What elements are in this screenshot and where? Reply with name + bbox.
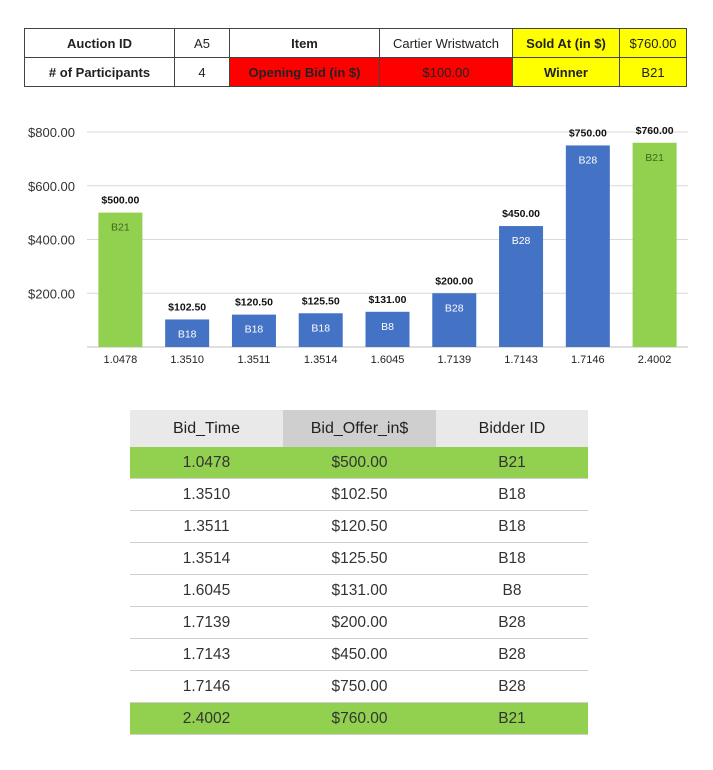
cell-bidder-id: B21: [436, 702, 588, 735]
bar-bidder-label: B21: [645, 152, 664, 164]
cell-bidder-id: B8: [436, 574, 588, 607]
bar: [499, 226, 544, 347]
cell-bidder-id: B28: [436, 638, 588, 671]
auction-id-label: Auction ID: [24, 28, 175, 58]
y-tick-label: $400.00: [28, 233, 75, 248]
cell-bid-time: 1.3511: [130, 510, 283, 543]
item-label: Item: [229, 28, 380, 58]
opening-bid-label: Opening Bid (in $): [229, 57, 380, 87]
x-tick-label: 1.3514: [304, 354, 338, 366]
cell-bidder-id: B18: [436, 542, 588, 575]
bar-bidder-label: B18: [245, 324, 264, 336]
participants-label: # of Participants: [24, 57, 175, 87]
bid-table: Bid_Time Bid_Offer_in$ Bidder ID 1.0478 $…: [130, 410, 588, 735]
bar-value-label: $450.00: [502, 208, 540, 220]
y-tick-label: $600.00: [28, 179, 75, 194]
sold-at-value: $760.00: [619, 28, 687, 58]
bar-bidder-label: B8: [381, 321, 394, 333]
summary-row-1: Auction ID A5 Item Cartier Wristwatch So…: [24, 28, 687, 58]
bar: [165, 319, 210, 347]
bar-value-label: $750.00: [569, 127, 607, 139]
table-row: 1.7143 $450.00 B28: [130, 638, 588, 671]
table-row: 1.0478 $500.00 B21: [130, 447, 588, 479]
bar: [432, 293, 477, 347]
summary-row-2: # of Participants 4 Opening Bid (in $) $…: [24, 57, 687, 87]
bar: [298, 313, 343, 347]
cell-bidder-id: B28: [436, 606, 588, 639]
y-tick-label: $800.00: [28, 125, 75, 140]
table-row: 1.6045 $131.00 B8: [130, 574, 588, 607]
participants-value: 4: [174, 57, 230, 87]
bar-bidder-label: B28: [445, 302, 464, 314]
x-tick-label: 2.4002: [638, 354, 672, 366]
header-bid-time: Bid_Time: [130, 410, 283, 447]
bar-bidder-label: B28: [512, 235, 531, 247]
bar-value-label: $500.00: [101, 195, 139, 207]
bar: [632, 142, 677, 347]
x-tick-label: 1.0478: [104, 354, 138, 366]
cell-bid-offer: $760.00: [283, 702, 436, 735]
x-tick-label: 1.3510: [170, 354, 204, 366]
auction-summary-table: Auction ID A5 Item Cartier Wristwatch So…: [24, 28, 687, 87]
bar-value-label: $102.50: [168, 301, 206, 313]
x-tick-label: 1.7146: [571, 354, 605, 366]
cell-bid-offer: $131.00: [283, 574, 436, 607]
cell-bid-time: 1.7139: [130, 606, 283, 639]
bar-bidder-label: B18: [311, 322, 330, 334]
cell-bid-offer: $500.00: [283, 447, 436, 479]
cell-bidder-id: B18: [436, 510, 588, 543]
bar-value-label: $120.50: [235, 297, 273, 309]
cell-bid-offer: $750.00: [283, 670, 436, 703]
table-row: 1.3511 $120.50 B18: [130, 510, 588, 543]
cell-bidder-id: B28: [436, 670, 588, 703]
table-row: 1.3510 $102.50 B18: [130, 478, 588, 511]
opening-bid-value: $100.00: [379, 57, 513, 87]
bar-value-label: $125.50: [302, 295, 340, 307]
table-row: 2.4002 $760.00 B21: [130, 702, 588, 735]
table-row: 1.3514 $125.50 B18: [130, 542, 588, 575]
cell-bid-offer: $102.50: [283, 478, 436, 511]
cell-bid-offer: $200.00: [283, 606, 436, 639]
header-bidder-id: Bidder ID: [436, 410, 588, 447]
bar: [98, 212, 143, 347]
cell-bid-time: 1.3514: [130, 542, 283, 575]
winner-label: Winner: [512, 57, 620, 87]
bid-table-header: Bid_Time Bid_Offer_in$ Bidder ID: [130, 410, 588, 447]
x-tick-label: 1.7139: [437, 354, 471, 366]
sold-at-label: Sold At (in $): [512, 28, 620, 58]
bar-bidder-label: B28: [578, 154, 597, 166]
cell-bidder-id: B18: [436, 478, 588, 511]
cell-bid-time: 1.7143: [130, 638, 283, 671]
cell-bid-time: 2.4002: [130, 702, 283, 735]
table-row: 1.7139 $200.00 B28: [130, 606, 588, 639]
cell-bid-offer: $450.00: [283, 638, 436, 671]
item-value: Cartier Wristwatch: [379, 28, 513, 58]
header-bid-offer: Bid_Offer_in$: [283, 410, 436, 447]
bar-value-label: $760.00: [636, 125, 674, 137]
cell-bid-time: 1.3510: [130, 478, 283, 511]
table-row: 1.7146 $750.00 B28: [130, 670, 588, 703]
x-tick-label: 1.3511: [238, 354, 271, 366]
bid-bar-chart: $200.00 $400.00 $600.00 $800.00 $500.00 B21 1.…: [28, 125, 688, 366]
cell-bid-time: 1.7146: [130, 670, 283, 703]
bar-bidder-label: B18: [178, 328, 197, 340]
x-tick-label: 1.7143: [504, 354, 538, 366]
cell-bid-offer: $125.50: [283, 542, 436, 575]
bar-value-label: $200.00: [435, 275, 473, 287]
bar: [565, 145, 610, 347]
bar: [231, 314, 276, 347]
cell-bid-time: 1.0478: [130, 447, 283, 479]
cell-bid-time: 1.6045: [130, 574, 283, 607]
y-tick-label: $200.00: [28, 286, 75, 301]
bar-bidder-label: B21: [111, 222, 130, 234]
bar: [365, 311, 410, 347]
x-tick-label: 1.6045: [371, 354, 405, 366]
bar-value-label: $131.00: [369, 294, 407, 306]
cell-bidder-id: B21: [436, 447, 588, 479]
winner-value: B21: [619, 57, 687, 87]
auction-id-value: A5: [174, 28, 230, 58]
cell-bid-offer: $120.50: [283, 510, 436, 543]
